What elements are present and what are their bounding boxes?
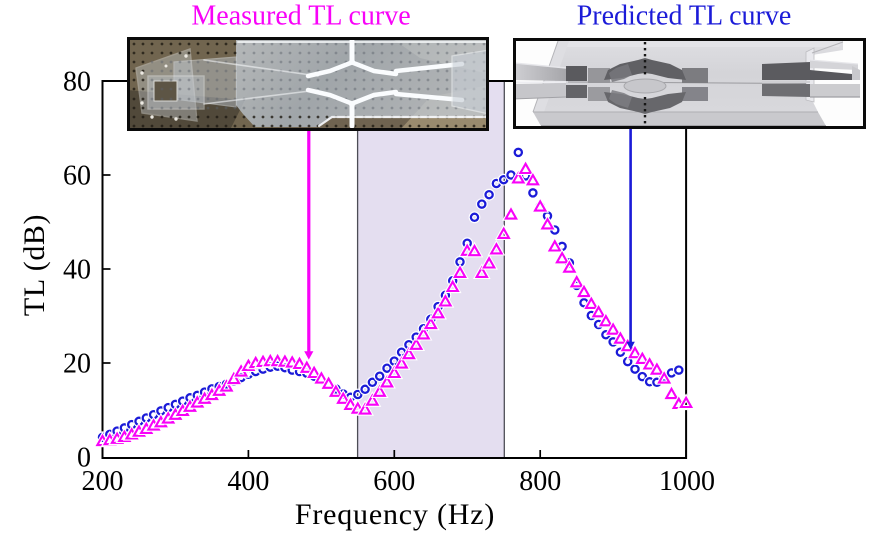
svg-text:60: 60 [63, 160, 91, 191]
svg-text:400: 400 [227, 466, 269, 497]
svg-text:Predicted TL curve: Predicted TL curve [577, 1, 792, 32]
svg-text:0: 0 [77, 442, 91, 473]
svg-text:1000: 1000 [659, 466, 715, 497]
svg-text:20: 20 [63, 348, 91, 379]
svg-text:80: 80 [63, 66, 91, 97]
svg-text:Frequency (Hz): Frequency (Hz) [295, 498, 495, 531]
svg-text:40: 40 [63, 254, 91, 285]
svg-text:Measured TL curve: Measured TL curve [191, 1, 410, 32]
svg-text:600: 600 [373, 466, 415, 497]
svg-text:800: 800 [519, 466, 561, 497]
svg-text:TL (dB): TL (dB) [18, 214, 51, 316]
svg-text:200: 200 [82, 466, 124, 497]
